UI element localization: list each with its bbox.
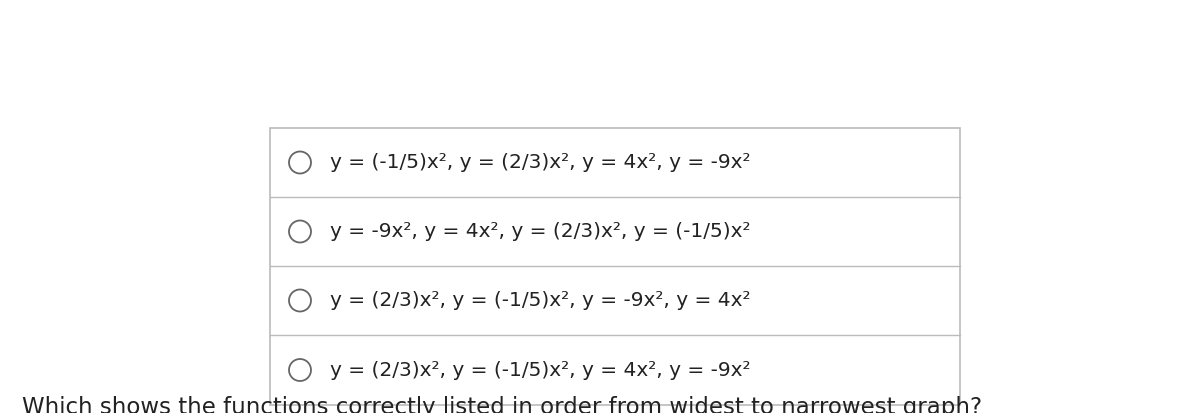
Text: y = -9x², y = 4x², y = (2/3)x², y = (-1/5)x²: y = -9x², y = 4x², y = (2/3)x², y = (-1/… <box>330 222 750 241</box>
Bar <box>270 128 960 405</box>
Ellipse shape <box>289 221 311 242</box>
Text: Which shows the functions correctly listed in order from widest to narrowest gra: Which shows the functions correctly list… <box>22 396 982 413</box>
Ellipse shape <box>289 290 311 311</box>
Text: y = (2/3)x², y = (-1/5)x², y = -9x², y = 4x²: y = (2/3)x², y = (-1/5)x², y = -9x², y =… <box>330 291 750 310</box>
Ellipse shape <box>289 359 311 381</box>
Text: y = (2/3)x², y = (-1/5)x², y = 4x², y = -9x²: y = (2/3)x², y = (-1/5)x², y = 4x², y = … <box>330 361 750 380</box>
Text: y = (-1/5)x², y = (2/3)x², y = 4x², y = -9x²: y = (-1/5)x², y = (2/3)x², y = 4x², y = … <box>330 153 750 172</box>
Ellipse shape <box>289 152 311 173</box>
